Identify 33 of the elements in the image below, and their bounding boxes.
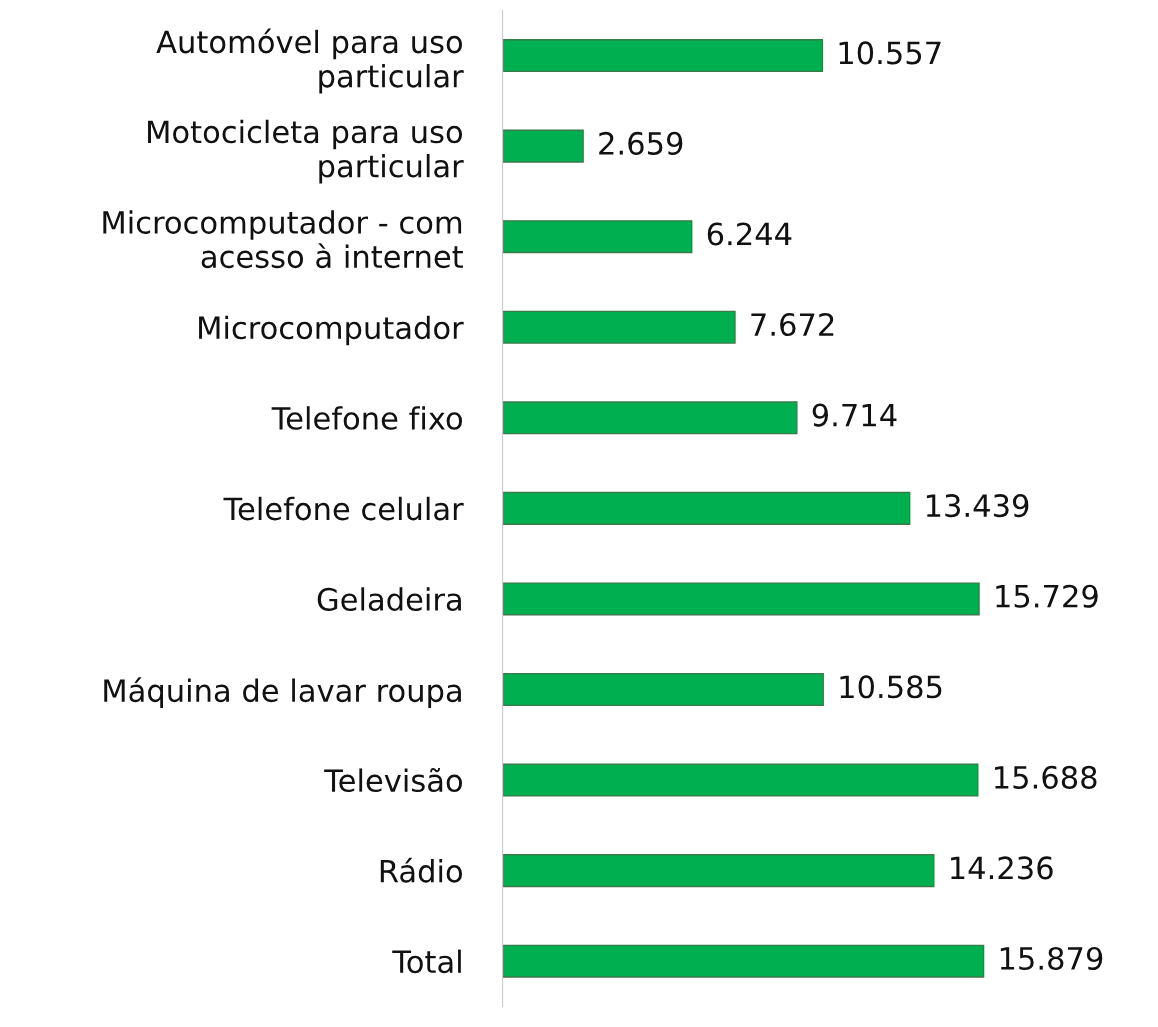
- data-label: 7.672: [751, 312, 834, 337]
- y-tick-label: Rádio: [380, 857, 463, 883]
- y-tick-label: Geladeira: [317, 587, 461, 611]
- data-label: 14.236: [951, 856, 1053, 880]
- bar: [502, 763, 979, 797]
- data-label: 9.714: [812, 403, 897, 427]
- bar: [502, 854, 935, 888]
- y-tick-label: Total: [392, 949, 461, 974]
- y-tick-label: Microcomputador - com acesso à internet: [103, 210, 463, 269]
- data-label: 15.688: [995, 765, 1097, 789]
- y-tick-label: Telefone fixo: [271, 406, 463, 430]
- bar: [502, 310, 736, 344]
- bar: [502, 491, 911, 525]
- data-label: 15.729: [996, 584, 1098, 608]
- bar: [502, 220, 693, 254]
- data-label: 2.659: [599, 131, 683, 155]
- data-label: 10.557: [839, 41, 941, 65]
- data-label: 10.585: [840, 675, 942, 699]
- data-label: 13.439: [926, 494, 1029, 518]
- bar: [502, 401, 798, 435]
- bar: [502, 582, 980, 616]
- y-tick-label: Automóvel para uso particular: [156, 28, 464, 94]
- y-tick-label: Motocicleta para uso particular: [148, 119, 464, 184]
- data-label: 15.879: [1000, 946, 1103, 971]
- bar: [502, 39, 824, 73]
- y-tick-label: Máquina de lavar roupa: [104, 677, 461, 709]
- y-tick-label: Telefone celular: [223, 496, 464, 521]
- bar: [502, 944, 985, 978]
- y-tick-label: Televisão: [324, 767, 463, 793]
- bar: [502, 672, 824, 707]
- bar: [502, 129, 584, 163]
- y-tick-label: Microcomputador: [199, 315, 464, 346]
- data-label: 6.244: [707, 222, 792, 246]
